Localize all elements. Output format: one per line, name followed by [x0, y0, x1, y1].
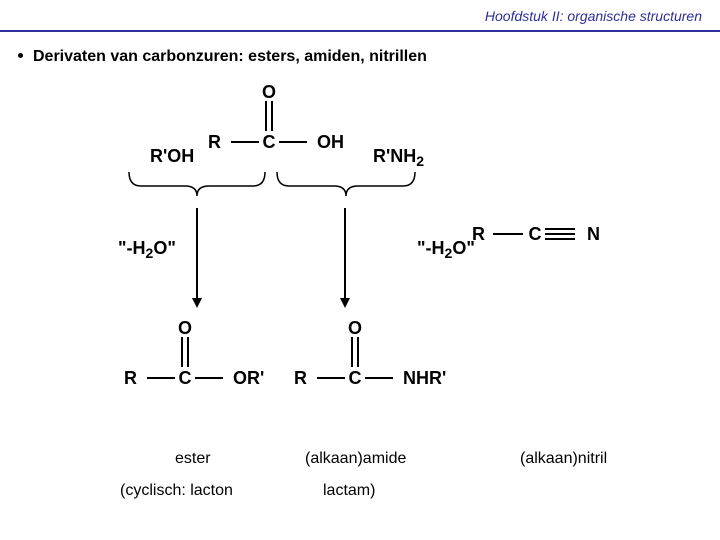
svg-text:R'OH: R'OH	[150, 146, 194, 166]
svg-text:OH: OH	[317, 132, 344, 152]
svg-text:R: R	[294, 368, 307, 388]
bullet-dot	[18, 53, 23, 58]
svg-text:C: C	[179, 368, 192, 388]
svg-text:NHR': NHR'	[403, 368, 446, 388]
svg-text:C: C	[349, 368, 362, 388]
label-ester: ester	[175, 450, 211, 468]
bullet-text: Derivaten van carbonzuren: esters, amide…	[33, 48, 427, 65]
svg-text:OR': OR'	[233, 368, 264, 388]
svg-text:O: O	[348, 318, 362, 338]
svg-text:R: R	[208, 132, 221, 152]
label-cyclic-lactam: lactam)	[323, 482, 375, 500]
label-nitril: (alkaan)nitril	[520, 450, 607, 468]
label-amide: (alkaan)amide	[305, 450, 406, 468]
page-header: Hoofdstuk II: organische structuren	[485, 8, 702, 24]
svg-text:"-H2O": "-H2O"	[417, 238, 475, 261]
svg-text:R: R	[472, 224, 485, 244]
svg-text:N: N	[587, 224, 600, 244]
svg-text:O: O	[262, 84, 276, 102]
reaction-diagram: O C R OH R'OH R'NH2 "-H2O" "-H2O" O C R OR' O C R NHR' R…	[105, 84, 625, 414]
label-cyclic-lacton: (cyclisch: lacton	[120, 482, 233, 500]
svg-text:C: C	[529, 224, 542, 244]
svg-text:R'NH2: R'NH2	[373, 146, 424, 169]
svg-text:R: R	[124, 368, 137, 388]
header-underline	[0, 30, 720, 32]
bullet-title: Derivaten van carbonzuren: esters, amide…	[18, 48, 427, 66]
svg-text:O: O	[178, 318, 192, 338]
svg-text:"-H2O": "-H2O"	[118, 238, 176, 261]
svg-text:C: C	[263, 132, 276, 152]
